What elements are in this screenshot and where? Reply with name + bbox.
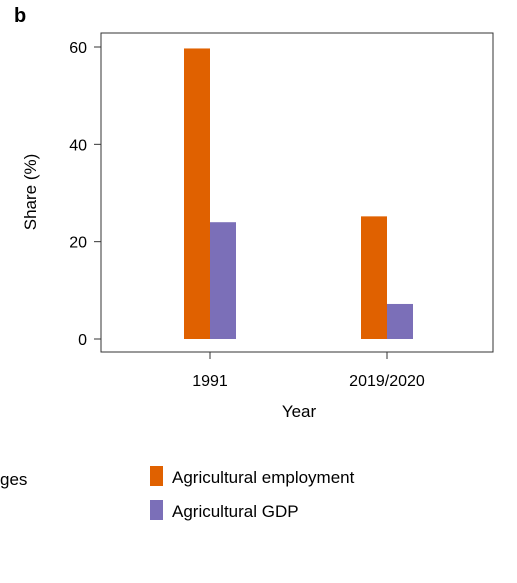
bars-group (184, 48, 413, 340)
x-axis-title: Year (282, 402, 317, 421)
x-tick-label: 1991 (192, 373, 228, 390)
plot-frame (100, 32, 494, 353)
panel-label: b (14, 5, 26, 27)
legend-swatch (150, 466, 163, 486)
legend: Agricultural employment Agricultural GDP (150, 466, 355, 521)
legend-label: Agricultural GDP (172, 502, 299, 521)
x-axis: 1991 2019/2020 Year (192, 352, 425, 421)
y-ticks: 0 20 40 60 (69, 40, 101, 349)
x-tick-label: 2019/2020 (349, 373, 425, 390)
y-tick-label: 0 (78, 332, 87, 349)
y-tick-label: 40 (69, 137, 87, 154)
bar-agricultural-employment-1 (361, 216, 387, 339)
legend-label: Agricultural employment (172, 468, 355, 487)
bar-agricultural-gdp-1 (387, 303, 413, 339)
bar-agricultural-gdp-0 (210, 222, 236, 339)
y-tick-label: 60 (69, 40, 87, 57)
cut-off-legend-text: ges (0, 470, 27, 489)
y-tick-label: 20 (69, 235, 87, 252)
y-axis: 0 20 40 60 Share (%) (21, 33, 102, 352)
x-ticks: 1991 2019/2020 (192, 352, 425, 390)
legend-swatch (150, 500, 163, 520)
bar-agricultural-employment-0 (184, 48, 210, 340)
y-axis-title: Share (%) (21, 154, 40, 231)
